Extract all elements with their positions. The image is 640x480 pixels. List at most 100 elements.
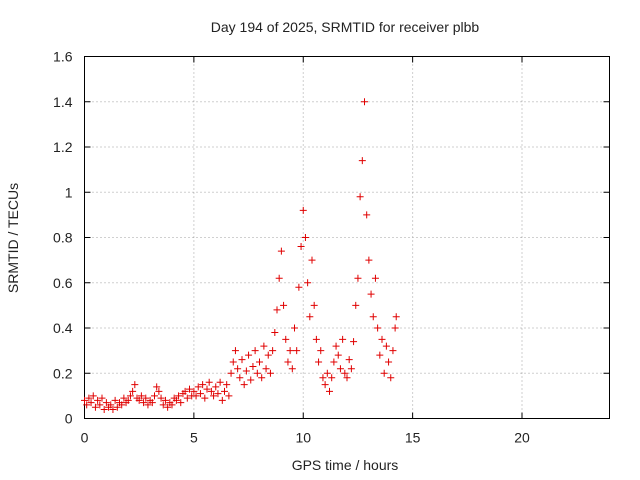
data-point	[218, 396, 226, 404]
data-point	[190, 387, 198, 395]
data-point	[223, 381, 231, 389]
data-point	[345, 356, 353, 364]
data-points	[81, 98, 400, 413]
data-point	[317, 347, 325, 355]
data-point	[155, 387, 163, 395]
data-point	[251, 347, 259, 355]
data-point	[100, 405, 108, 413]
data-point	[98, 394, 106, 402]
y-tick-label: 0.4	[53, 320, 73, 336]
data-point	[236, 374, 244, 382]
data-point	[332, 342, 340, 350]
data-point	[234, 365, 242, 373]
data-point	[203, 385, 211, 393]
data-point	[85, 394, 93, 402]
x-tick-label: 20	[514, 430, 530, 446]
data-point	[350, 338, 358, 346]
y-axis-label: SRMTID / TECUs	[5, 183, 21, 293]
data-point	[291, 324, 298, 332]
data-point	[161, 396, 169, 404]
x-tick-label: 5	[190, 430, 198, 446]
data-point	[96, 401, 104, 409]
data-point	[389, 347, 397, 355]
data-point	[365, 256, 373, 264]
data-point	[304, 279, 312, 287]
data-point	[212, 383, 220, 391]
x-tick-label: 0	[81, 430, 89, 446]
data-point	[135, 396, 143, 404]
y-tick-label: 0.2	[53, 365, 73, 381]
y-tick-label: 1.2	[53, 139, 73, 155]
x-axis-label: GPS time / hours	[292, 457, 399, 473]
data-point	[275, 274, 283, 282]
data-point	[392, 313, 400, 321]
data-point	[102, 399, 110, 407]
data-point	[214, 390, 222, 398]
data-point	[177, 399, 185, 407]
data-point	[347, 365, 355, 373]
data-point	[151, 392, 158, 400]
data-point	[256, 358, 263, 366]
data-point	[258, 374, 266, 382]
data-point	[126, 392, 134, 400]
data-point	[341, 369, 349, 377]
data-point	[157, 394, 165, 402]
data-point	[107, 401, 115, 409]
data-point	[221, 387, 228, 395]
data-point	[183, 394, 191, 402]
data-point	[109, 405, 117, 413]
data-point	[280, 301, 288, 309]
data-point	[192, 392, 200, 400]
data-point	[229, 358, 237, 366]
data-point	[286, 347, 294, 355]
data-point	[172, 396, 180, 404]
data-point	[378, 335, 386, 343]
data-point	[264, 351, 272, 359]
data-point	[81, 396, 88, 404]
data-point	[330, 358, 338, 366]
y-tick-label: 0	[65, 411, 73, 427]
data-point	[319, 374, 327, 382]
data-point	[181, 387, 189, 395]
data-point	[328, 374, 336, 382]
data-point	[242, 367, 250, 375]
data-point	[142, 394, 150, 402]
data-point	[137, 392, 145, 400]
data-point	[306, 313, 314, 321]
data-point	[124, 396, 132, 404]
data-point	[391, 324, 399, 332]
data-point	[382, 342, 390, 350]
y-tick-label: 0.6	[53, 275, 73, 291]
data-point	[113, 403, 121, 411]
data-point	[358, 157, 366, 165]
data-point	[380, 369, 388, 377]
data-point	[196, 390, 204, 398]
data-point	[153, 383, 161, 391]
data-point	[363, 211, 371, 219]
data-point	[361, 98, 368, 106]
data-point	[201, 394, 209, 402]
data-point	[260, 342, 268, 350]
data-point	[89, 392, 97, 400]
data-point	[186, 385, 193, 393]
data-point	[387, 374, 395, 382]
data-point	[343, 374, 351, 382]
data-point	[321, 381, 329, 389]
data-point	[216, 378, 224, 386]
data-point	[282, 335, 290, 343]
data-point	[295, 283, 303, 291]
x-tick-label: 15	[405, 430, 421, 446]
data-point	[231, 347, 239, 355]
data-point	[148, 399, 156, 407]
data-point	[194, 383, 202, 391]
data-point	[207, 387, 215, 395]
data-point	[273, 306, 281, 314]
data-point	[299, 206, 307, 214]
data-point	[312, 335, 320, 343]
x-tick-label: 10	[295, 430, 311, 446]
data-point	[367, 290, 375, 298]
data-point	[240, 381, 248, 389]
data-point	[376, 351, 384, 359]
data-point	[352, 301, 360, 309]
